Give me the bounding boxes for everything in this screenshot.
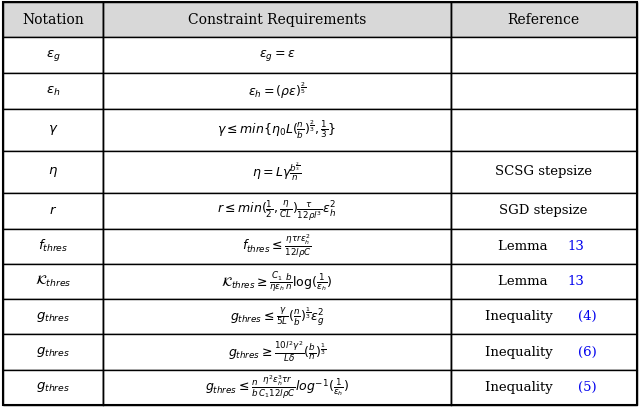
Text: Lemma: Lemma bbox=[498, 240, 552, 253]
Bar bbox=[3, 2, 103, 37]
Text: (6): (6) bbox=[578, 346, 596, 359]
Bar bbox=[3, 335, 103, 370]
Text: (4): (4) bbox=[578, 311, 596, 323]
Text: Reference: Reference bbox=[508, 13, 580, 26]
Text: $\eta$: $\eta$ bbox=[48, 165, 58, 179]
Bar bbox=[451, 73, 637, 109]
Bar bbox=[103, 370, 451, 405]
Bar bbox=[103, 335, 451, 370]
Text: $f_{thres} \leq \frac{\eta\tau r\epsilon_h^2}{12l\rho C}$: $f_{thres} \leq \frac{\eta\tau r\epsilon… bbox=[242, 233, 312, 260]
Text: $g_{thres} \leq \frac{n}{b}\frac{\eta^2\epsilon_h^3\tau r}{C_1 12l\rho C}log^{-1: $g_{thres} \leq \frac{n}{b}\frac{\eta^2\… bbox=[205, 374, 349, 401]
Text: Constraint Requirements: Constraint Requirements bbox=[188, 13, 366, 26]
Bar bbox=[3, 151, 103, 193]
Bar bbox=[451, 2, 637, 37]
Text: $r$: $r$ bbox=[49, 204, 58, 217]
Text: Inequality: Inequality bbox=[485, 311, 557, 323]
Bar bbox=[451, 193, 637, 229]
Bar bbox=[103, 37, 451, 73]
Bar bbox=[103, 151, 451, 193]
Text: $\epsilon_h = (\rho\epsilon)^{\frac{2}{5}}$: $\epsilon_h = (\rho\epsilon)^{\frac{2}{5… bbox=[248, 81, 306, 101]
Bar bbox=[451, 109, 637, 151]
Bar bbox=[451, 264, 637, 299]
Text: $r \leq min(\frac{1}{2}, \frac{\eta}{CL})\frac{\tau}{12\rho l^3}\epsilon_h^2$: $r \leq min(\frac{1}{2}, \frac{\eta}{CL}… bbox=[217, 198, 337, 223]
Bar bbox=[451, 335, 637, 370]
Text: $g_{thres}$: $g_{thres}$ bbox=[36, 380, 70, 394]
Bar bbox=[451, 151, 637, 193]
Bar bbox=[103, 193, 451, 229]
Bar bbox=[3, 37, 103, 73]
Text: (5): (5) bbox=[578, 381, 596, 394]
Bar bbox=[3, 229, 103, 264]
Text: $\epsilon_h$: $\epsilon_h$ bbox=[46, 85, 60, 98]
Text: $\mathcal{K}_{thres} \geq \frac{C_1}{\eta\epsilon_h}\frac{b}{n}\log(\frac{1}{\ep: $\mathcal{K}_{thres} \geq \frac{C_1}{\et… bbox=[221, 270, 333, 293]
Text: SCSG stepsize: SCSG stepsize bbox=[495, 165, 592, 178]
Text: $g_{thres} \leq \frac{\gamma}{5L}(\frac{n}{b})^{\frac{1}{3}}\epsilon_g^2$: $g_{thres} \leq \frac{\gamma}{5L}(\frac{… bbox=[230, 306, 324, 328]
Text: Notation: Notation bbox=[22, 13, 84, 26]
Text: $g_{thres}$: $g_{thres}$ bbox=[36, 310, 70, 324]
Bar bbox=[103, 2, 451, 37]
Bar bbox=[103, 73, 451, 109]
Text: $\gamma \leq min\{\eta_0 L(\frac{n}{b})^{\frac{2}{3}}, \frac{1}{3}\}$: $\gamma \leq min\{\eta_0 L(\frac{n}{b})^… bbox=[217, 119, 337, 142]
Bar bbox=[103, 264, 451, 299]
Bar bbox=[451, 299, 637, 335]
Bar bbox=[3, 73, 103, 109]
Bar bbox=[3, 299, 103, 335]
Text: $f_{thres}$: $f_{thres}$ bbox=[38, 238, 68, 254]
Bar bbox=[103, 299, 451, 335]
Bar bbox=[451, 370, 637, 405]
Text: Inequality: Inequality bbox=[485, 346, 557, 359]
Text: SGD stepsize: SGD stepsize bbox=[499, 204, 588, 217]
Text: 13: 13 bbox=[568, 240, 584, 253]
Text: $\epsilon_g = \epsilon$: $\epsilon_g = \epsilon$ bbox=[259, 48, 295, 63]
Text: $\eta = L\gamma\frac{b^{\frac{2}{3}}}{n}$: $\eta = L\gamma\frac{b^{\frac{2}{3}}}{n}… bbox=[252, 161, 301, 183]
Bar bbox=[451, 229, 637, 264]
Bar bbox=[3, 193, 103, 229]
Bar bbox=[451, 37, 637, 73]
Bar bbox=[3, 370, 103, 405]
Text: Inequality: Inequality bbox=[485, 381, 557, 394]
Bar bbox=[103, 109, 451, 151]
Text: $\epsilon_g$: $\epsilon_g$ bbox=[46, 48, 61, 63]
Text: $\mathcal{K}_{thres}$: $\mathcal{K}_{thres}$ bbox=[35, 274, 72, 289]
Text: $g_{thres} \geq \frac{10l^2\gamma^2}{L\delta}(\frac{b}{n})^{\frac{1}{3}}$: $g_{thres} \geq \frac{10l^2\gamma^2}{L\d… bbox=[228, 340, 326, 364]
Text: $g_{thres}$: $g_{thres}$ bbox=[36, 345, 70, 359]
Bar bbox=[3, 264, 103, 299]
Bar bbox=[3, 109, 103, 151]
Text: Lemma: Lemma bbox=[498, 275, 552, 288]
Text: 13: 13 bbox=[568, 275, 584, 288]
Bar bbox=[103, 229, 451, 264]
Text: $\gamma$: $\gamma$ bbox=[48, 123, 58, 137]
